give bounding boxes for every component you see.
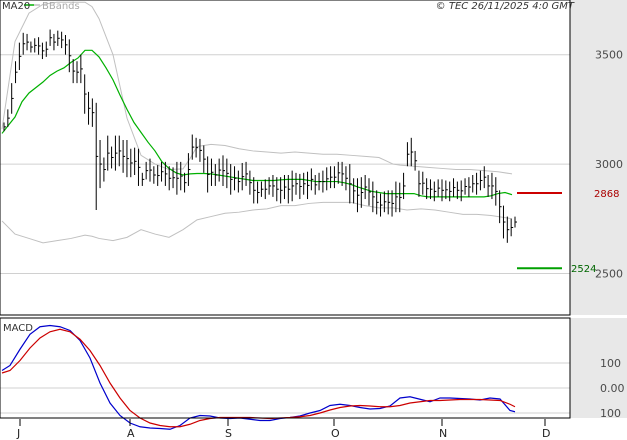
month-label: N bbox=[439, 427, 447, 440]
macd-tick-label: 100 bbox=[600, 407, 621, 420]
bollinger-bands bbox=[1, 1, 513, 244]
price-tick-label: 3500 bbox=[595, 49, 623, 62]
price-tick-label: 2500 bbox=[595, 267, 623, 280]
macd-line bbox=[1, 324, 516, 430]
support-label: 2524 bbox=[571, 264, 596, 275]
month-label: D bbox=[542, 427, 550, 440]
signal-line bbox=[1, 328, 516, 428]
macd-panel-label: MACD bbox=[3, 323, 33, 334]
month-label: O bbox=[331, 427, 340, 440]
price-panel-frame bbox=[0, 0, 571, 316]
y-axis: 2500 3000 3500 100 0.00 100 bbox=[595, 49, 625, 420]
price-bars bbox=[3, 29, 517, 243]
month-label: S bbox=[225, 427, 232, 440]
macd-panel bbox=[1, 324, 516, 430]
copyright-text: © TEC 26/11/2025 4:0 GMT bbox=[436, 1, 575, 12]
macd-panel-frame bbox=[0, 317, 571, 419]
grid bbox=[0, 54, 570, 414]
macd-axis-panel bbox=[570, 318, 627, 418]
bbands-legend-label: BBands bbox=[42, 1, 80, 12]
macd-tick-label: 100 bbox=[600, 357, 621, 370]
month-label: J bbox=[16, 427, 20, 440]
bband-lower-line bbox=[1, 201, 513, 244]
month-label: A bbox=[127, 427, 135, 440]
resistance-label: 2868 bbox=[594, 189, 619, 200]
price-tick-label: 3000 bbox=[595, 158, 623, 171]
macd-tick-label: 0.00 bbox=[600, 382, 625, 395]
ma20-legend-label: MA20 bbox=[2, 1, 30, 12]
support-resistance: 2868 2524 bbox=[517, 189, 619, 275]
bband-upper-line bbox=[1, 1, 513, 175]
price-axis-panel bbox=[570, 0, 627, 315]
